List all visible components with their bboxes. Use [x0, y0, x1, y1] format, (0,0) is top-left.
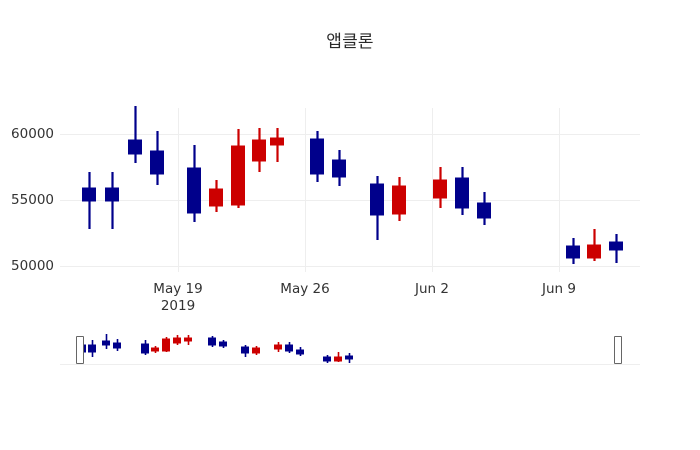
mini-candlestick [102, 334, 110, 349]
mini-candlestick [274, 342, 282, 352]
mini-candlestick [296, 347, 304, 356]
candlestick[interactable] [566, 238, 580, 264]
candlestick[interactable] [433, 167, 447, 208]
mini-candlestick [323, 355, 331, 363]
rangeslider-left-handle[interactable] [76, 336, 84, 364]
candlestick[interactable] [150, 131, 164, 185]
mini-candlestick [345, 353, 353, 363]
candlestick[interactable] [128, 106, 142, 163]
candlestick[interactable] [392, 177, 406, 221]
x-axis-tick-label: Jun 9 [542, 281, 576, 297]
y-axis-tick-label: 60000 [11, 126, 54, 142]
candlestick[interactable] [587, 229, 601, 261]
candlestick[interactable] [252, 128, 266, 172]
candlestick[interactable] [332, 150, 346, 186]
page-title: 앱클론 [326, 32, 374, 52]
candlestick[interactable] [455, 167, 469, 215]
mini-candlestick [173, 335, 181, 345]
mini-candlestick [88, 340, 96, 357]
candlestick[interactable] [187, 145, 201, 222]
candlestick[interactable] [477, 192, 491, 225]
candlestick[interactable] [231, 129, 245, 208]
mini-candlestick [241, 345, 249, 357]
mini-candlestick [208, 336, 216, 347]
candlestick[interactable] [209, 180, 223, 212]
mini-candlestick [184, 335, 192, 345]
candlestick[interactable] [370, 176, 384, 240]
x-axis-tick-sublabel: 2019 [160, 298, 196, 314]
candlestick[interactable] [609, 234, 623, 263]
mini-candlestick [162, 337, 170, 352]
mini-candlestick [141, 340, 149, 355]
candlestick[interactable] [310, 131, 324, 182]
candlestick[interactable] [270, 128, 284, 162]
mini-candlestick [113, 339, 121, 351]
candlestick[interactable] [105, 172, 119, 229]
candlestick[interactable] [82, 172, 96, 229]
x-axis-tick-label: Jun 2 [415, 281, 449, 297]
x-axis-tick-label: May 26 [280, 281, 330, 297]
mini-candlestick [151, 346, 159, 353]
x-axis-tick-label: May 19 [153, 281, 203, 297]
rangeslider-right-handle[interactable] [614, 336, 622, 364]
mini-candlestick [285, 342, 293, 353]
mini-candlestick [334, 352, 342, 362]
mini-candlestick [219, 340, 227, 348]
mini-candlestick [252, 346, 260, 355]
y-axis-tick-label: 55000 [11, 192, 54, 208]
y-axis-tick-label: 50000 [11, 258, 54, 274]
